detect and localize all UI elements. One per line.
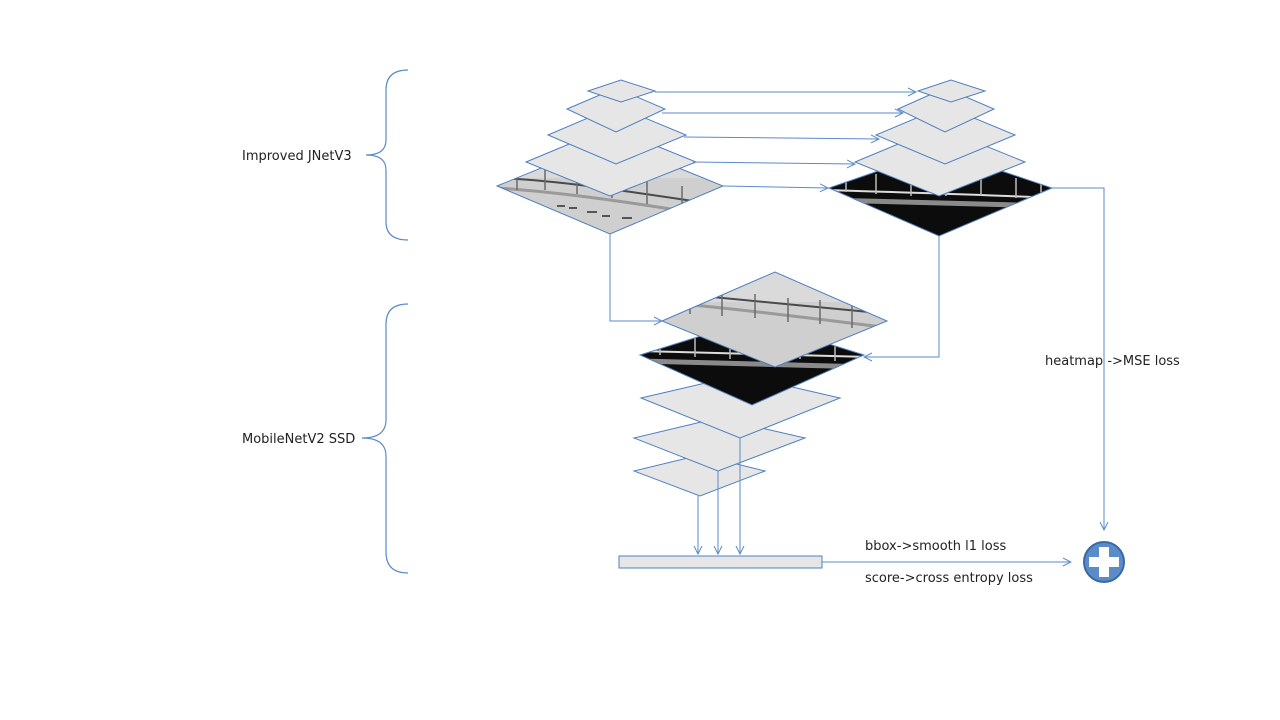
score-loss-label: score->cross entropy loss [865,571,1033,586]
skip-arrow-4 [692,162,855,164]
skip-arrow-5 [722,186,828,188]
jnet-brace [365,69,409,241]
skip-connections [655,92,916,188]
encoder-layer-1 [586,79,657,103]
prediction-bar [618,555,823,569]
ssd-image-layer [660,271,889,368]
decoder-layer-1 [916,79,987,103]
jnet-label: Improved JNetV3 [242,149,352,164]
decoder-pyramid [827,79,1054,237]
heatmap-to-ssd-arrow [864,236,940,357]
ssd-pyramid [632,271,889,497]
ssd-layer-4 [632,417,807,472]
plus-circle-icon [1083,541,1125,583]
encoder-pyramid [495,79,725,235]
heatmap-loss-label: heatmap ->MSE loss [1045,354,1180,369]
ssd-label: MobileNetV2 SSD [242,432,355,447]
image-to-ssd-arrow [609,234,662,321]
ssd-brace [361,303,409,574]
bbox-loss-label: bbox->smooth l1 loss [865,539,1007,554]
skip-arrow-3 [683,137,879,139]
heatmap-loss-arrow [1052,187,1104,530]
